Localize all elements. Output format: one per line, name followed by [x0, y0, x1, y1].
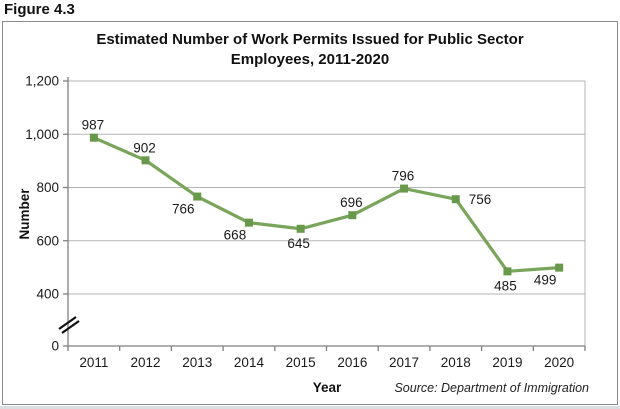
y-axis-title: Number	[17, 188, 32, 240]
x-tick-label: 2019	[492, 355, 522, 370]
data-point-marker	[244, 218, 253, 227]
x-tick-label: 2012	[131, 355, 161, 370]
data-point-marker	[193, 192, 202, 201]
chart-container: Estimated Number of Work Permits Issued …	[2, 21, 618, 405]
x-tick-label: 2017	[389, 355, 419, 370]
page-bottom-edge	[0, 406, 620, 409]
y-tick-label: 1,000	[25, 127, 59, 142]
chart-title: Estimated Number of Work Permits Issued …	[3, 30, 617, 70]
data-point-label: 499	[534, 273, 557, 288]
chart-title-line-1: Estimated Number of Work Permits Issued …	[96, 31, 524, 48]
x-tick-label: 2016	[337, 355, 367, 370]
x-tick-label: 2018	[441, 355, 471, 370]
data-point-label: 756	[469, 192, 492, 207]
data-point-marker	[400, 184, 409, 193]
axis-break-icon	[61, 320, 80, 334]
data-point-label: 796	[392, 169, 415, 184]
data-point-marker	[451, 195, 460, 204]
data-point-label: 485	[494, 278, 517, 293]
data-point-marker	[503, 267, 512, 276]
data-point-label: 766	[172, 202, 195, 217]
data-point-label: 902	[133, 140, 156, 155]
chart-canvas: 0 400 600 800 1,000 1,200 2011 2012 2013 2014 2015…	[17, 74, 589, 396]
data-point-label: 987	[82, 118, 105, 133]
data-point-marker	[141, 156, 150, 165]
y-tick-label: 1,200	[25, 74, 59, 89]
chart-title-line-2: Employees, 2011-2020	[230, 51, 390, 68]
data-point-marker	[348, 211, 357, 220]
data-point-label: 668	[224, 228, 247, 243]
data-point-label: 645	[287, 236, 310, 251]
series-line	[93, 136, 560, 273]
x-axis-title: Year	[313, 380, 342, 395]
data-point-marker	[555, 263, 564, 272]
x-tick-label: 2011	[79, 355, 108, 370]
figure-label: Figure 4.3	[4, 1, 75, 18]
x-tick-label: 2020	[544, 355, 574, 370]
y-tick-label: 0	[51, 339, 59, 354]
source-note: Source: Department of Immigration	[394, 381, 589, 395]
axis-break-icon	[58, 316, 77, 330]
y-tick-label: 800	[36, 180, 59, 195]
x-tick-label: 2014	[234, 355, 265, 370]
x-tick-label: 2015	[286, 355, 316, 370]
x-tick-label: 2013	[182, 355, 212, 370]
data-point-marker	[296, 224, 305, 233]
data-point-label: 696	[340, 195, 363, 210]
y-tick-label: 600	[36, 233, 59, 248]
y-tick-label: 400	[36, 287, 59, 302]
plot-area: 0 400 600 800 1,000 1,200 2011 2012 2013 2014 2015…	[25, 74, 586, 370]
data-point-marker	[89, 133, 98, 142]
